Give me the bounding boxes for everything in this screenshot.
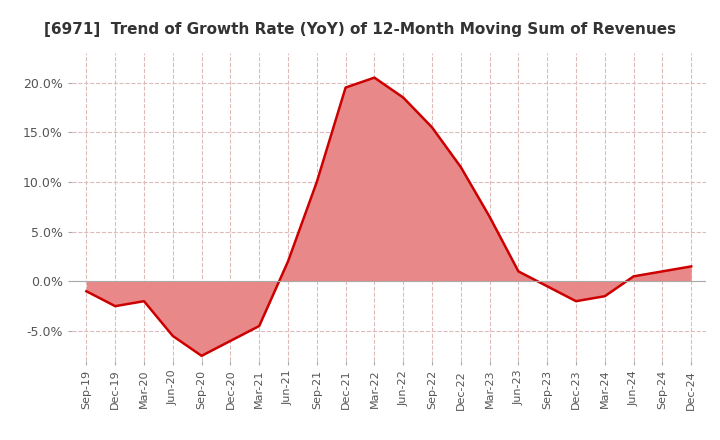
Text: [6971]  Trend of Growth Rate (YoY) of 12-Month Moving Sum of Revenues: [6971] Trend of Growth Rate (YoY) of 12-… xyxy=(44,22,676,37)
